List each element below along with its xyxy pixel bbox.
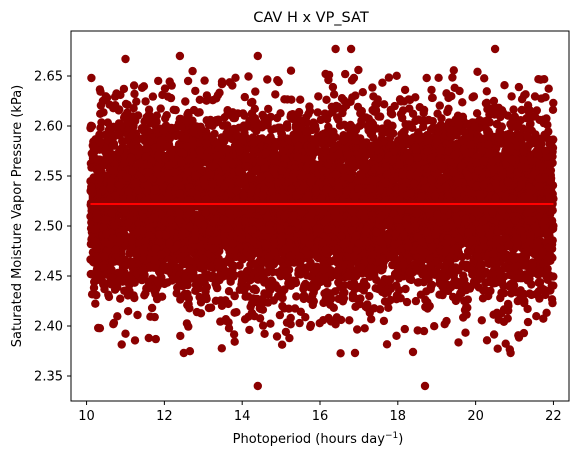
data-point bbox=[402, 297, 412, 307]
data-point bbox=[354, 65, 363, 75]
data-point bbox=[517, 105, 526, 115]
data-point bbox=[176, 331, 185, 341]
data-point bbox=[305, 102, 314, 111]
data-point bbox=[191, 286, 200, 295]
data-point bbox=[264, 104, 273, 114]
data-point bbox=[422, 73, 431, 83]
data-point bbox=[360, 324, 369, 333]
data-point bbox=[313, 108, 322, 117]
data-point bbox=[341, 69, 350, 79]
data-point bbox=[294, 107, 304, 117]
data-point bbox=[258, 305, 268, 314]
data-point bbox=[271, 90, 280, 99]
data-point bbox=[482, 336, 492, 345]
data-point bbox=[151, 334, 160, 344]
data-point bbox=[384, 303, 393, 312]
data-point bbox=[345, 316, 354, 325]
data-point bbox=[266, 319, 275, 328]
data-point bbox=[277, 340, 287, 349]
data-point bbox=[427, 85, 436, 95]
data-point bbox=[458, 98, 467, 107]
data-point bbox=[324, 122, 333, 132]
data-point bbox=[250, 104, 259, 114]
data-point bbox=[224, 324, 234, 333]
data-point bbox=[507, 92, 516, 101]
data-point bbox=[513, 296, 522, 306]
data-point bbox=[503, 299, 513, 309]
data-point bbox=[358, 88, 367, 97]
data-point bbox=[292, 292, 301, 301]
data-point bbox=[141, 97, 150, 106]
data-point bbox=[96, 101, 106, 110]
data-point bbox=[230, 337, 239, 346]
data-point bbox=[230, 291, 239, 301]
data-point bbox=[531, 290, 541, 299]
data-point bbox=[224, 287, 234, 296]
data-point bbox=[191, 86, 200, 96]
data-point bbox=[278, 301, 287, 311]
data-point bbox=[221, 121, 230, 130]
data-point bbox=[548, 105, 558, 115]
data-point bbox=[489, 330, 499, 339]
data-point bbox=[523, 317, 533, 327]
data-point bbox=[102, 93, 112, 102]
data-point bbox=[123, 307, 133, 316]
data-point bbox=[500, 81, 509, 90]
data-point bbox=[493, 344, 502, 353]
data-point bbox=[121, 329, 130, 338]
data-point bbox=[367, 315, 376, 324]
data-point bbox=[195, 95, 204, 105]
data-point bbox=[319, 298, 328, 308]
data-point bbox=[284, 304, 293, 313]
data-point bbox=[275, 310, 285, 320]
data-point bbox=[359, 286, 368, 295]
data-point bbox=[462, 310, 471, 319]
data-point bbox=[482, 87, 491, 96]
data-point bbox=[444, 104, 453, 114]
data-point bbox=[400, 324, 409, 334]
data-point bbox=[416, 290, 426, 299]
data-point bbox=[501, 339, 510, 348]
data-point bbox=[396, 109, 406, 119]
data-point bbox=[363, 300, 372, 309]
data-point bbox=[225, 78, 234, 87]
data-point bbox=[392, 71, 401, 81]
data-point bbox=[200, 76, 209, 85]
data-point bbox=[544, 84, 553, 93]
points-layer bbox=[86, 44, 558, 391]
data-point bbox=[213, 283, 222, 293]
data-point bbox=[147, 303, 157, 313]
data-point bbox=[295, 318, 304, 328]
data-point bbox=[527, 280, 536, 289]
data-point bbox=[223, 106, 232, 115]
data-point bbox=[509, 105, 518, 114]
data-point bbox=[156, 104, 165, 113]
data-point bbox=[96, 123, 105, 132]
data-point bbox=[273, 284, 283, 293]
data-point bbox=[263, 75, 272, 84]
chart-title: CAV H x VP_SAT bbox=[253, 10, 369, 26]
data-point bbox=[328, 82, 338, 92]
data-point bbox=[514, 82, 524, 92]
data-point bbox=[217, 344, 226, 353]
data-point bbox=[282, 120, 292, 129]
data-point bbox=[370, 304, 379, 313]
data-point bbox=[449, 66, 458, 75]
data-point bbox=[365, 291, 374, 301]
data-point bbox=[411, 93, 420, 102]
data-point bbox=[322, 95, 331, 105]
data-point bbox=[229, 330, 239, 339]
data-point bbox=[296, 95, 305, 104]
data-point bbox=[181, 97, 190, 106]
data-point bbox=[132, 97, 141, 106]
data-point bbox=[347, 76, 357, 85]
data-point bbox=[146, 312, 155, 321]
data-point bbox=[408, 347, 418, 357]
data-point bbox=[130, 89, 139, 99]
data-point bbox=[480, 74, 489, 83]
